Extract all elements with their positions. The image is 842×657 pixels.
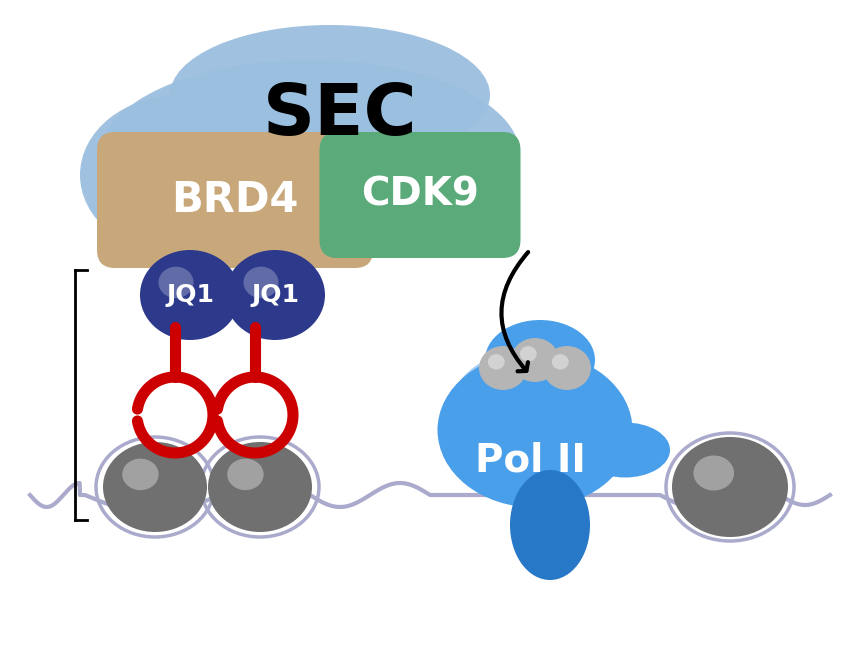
Ellipse shape (103, 442, 207, 532)
Ellipse shape (243, 267, 279, 298)
Ellipse shape (552, 354, 568, 369)
Ellipse shape (479, 346, 527, 390)
FancyBboxPatch shape (97, 132, 373, 268)
Text: Pol II: Pol II (475, 441, 585, 479)
Ellipse shape (80, 95, 280, 255)
Ellipse shape (100, 60, 520, 250)
Ellipse shape (520, 346, 536, 361)
FancyBboxPatch shape (319, 132, 520, 258)
Ellipse shape (170, 25, 490, 165)
Ellipse shape (122, 459, 158, 490)
Text: BRD4: BRD4 (171, 179, 299, 221)
Ellipse shape (672, 437, 788, 537)
Ellipse shape (485, 320, 595, 400)
Text: CDK9: CDK9 (361, 176, 479, 214)
Ellipse shape (450, 350, 610, 470)
Ellipse shape (694, 455, 734, 491)
Ellipse shape (510, 470, 590, 580)
Ellipse shape (543, 346, 591, 390)
Ellipse shape (488, 354, 504, 369)
Ellipse shape (227, 459, 264, 490)
Text: JQ1: JQ1 (251, 283, 299, 307)
Ellipse shape (438, 353, 632, 507)
Text: SEC: SEC (263, 81, 418, 150)
Ellipse shape (140, 250, 240, 340)
Ellipse shape (158, 267, 194, 298)
Ellipse shape (208, 442, 312, 532)
Ellipse shape (225, 250, 325, 340)
Ellipse shape (580, 422, 670, 478)
Text: JQ1: JQ1 (166, 283, 214, 307)
Ellipse shape (511, 338, 559, 382)
